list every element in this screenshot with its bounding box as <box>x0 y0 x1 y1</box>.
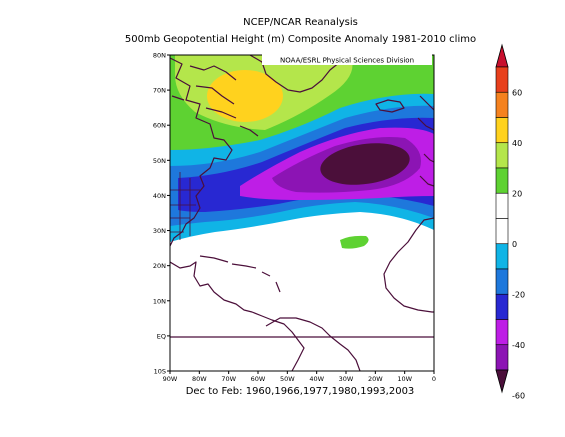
lat-tick-label: EQ <box>157 332 166 340</box>
colorbar-bottom-arrow <box>495 369 509 394</box>
attribution-box <box>262 54 432 65</box>
colorbar-label: -20 <box>512 290 525 299</box>
colorbar-label: -60 <box>512 391 525 400</box>
colorbar-band <box>495 243 509 270</box>
lon-tick-label: 20W <box>368 375 383 383</box>
lat-tick-label: 10S <box>154 368 166 376</box>
lon-tick-label: 30W <box>339 375 354 383</box>
colorbar-band <box>495 218 509 245</box>
lon-tick-label: 50W <box>280 375 295 383</box>
lat-tick-label: 20N <box>153 262 166 270</box>
coastlines <box>170 55 434 371</box>
greenland-coast <box>249 55 353 93</box>
lon-tick-label: 10W <box>397 375 412 383</box>
lon-tick-label: 40W <box>309 375 324 383</box>
colorbar-band <box>495 142 509 169</box>
africa-coast <box>383 217 434 313</box>
lat-tick-label: 80N <box>153 52 166 60</box>
lon-tick-label: 60W <box>251 375 266 383</box>
canadian-arctic-islands <box>171 65 259 137</box>
latitude-axis: 80N 70N 60N 50N 40N 30N 20N 10N EQ 10S <box>153 52 170 376</box>
north-america-coast <box>170 57 233 247</box>
us-state-borders <box>170 172 200 240</box>
lon-tick-label: 80W <box>192 375 207 383</box>
colorbar-band <box>495 91 509 118</box>
lat-tick-label: 60N <box>153 122 166 130</box>
colorbar-label: 60 <box>512 88 522 97</box>
attribution-text: NOAA/ESRL Physical Sciences Division <box>280 57 414 65</box>
colorbar: 60 40 20 0 -20 -40 -60 <box>495 43 525 400</box>
lat-tick-label: 10N <box>153 297 166 305</box>
colorbar-band <box>495 167 509 194</box>
gulf-coast <box>170 261 305 371</box>
time-period-caption: Dec to Feb: 1960,1966,1977,1980,1993,200… <box>185 386 415 397</box>
colorbar-label: 40 <box>512 139 522 148</box>
figure-title: NCEP/NCAR Reanalysis <box>243 17 358 28</box>
caribbean-islands <box>199 255 281 293</box>
colorbar-band <box>495 192 509 219</box>
south-america-coast <box>265 317 361 371</box>
lat-tick-label: 70N <box>153 87 166 95</box>
longitude-axis: 90W 80W 70W 60W 50W 40W 30W 20W 10W 0 <box>163 371 436 383</box>
colorbar-label: -40 <box>512 341 525 350</box>
colorbar-band <box>495 344 509 371</box>
figure-subtitle: 500mb Geopotential Height (m) Composite … <box>124 34 477 45</box>
colorbar-band <box>495 293 509 320</box>
lon-tick-label: 90W <box>163 375 178 383</box>
lat-tick-label: 30N <box>153 227 166 235</box>
colorbar-label: 20 <box>512 189 522 198</box>
positive-anomaly-tropical <box>340 235 369 249</box>
lat-tick-label: 40N <box>153 192 166 200</box>
colorbar-band <box>495 268 509 295</box>
colorbar-band <box>495 66 509 93</box>
colorbar-label: 0 <box>512 240 517 249</box>
negative-anomaly-atlantic <box>170 93 434 243</box>
colorbar-top-arrow <box>495 43 509 68</box>
colorbar-band <box>495 117 509 144</box>
colorbar-band <box>495 319 509 346</box>
iceland-coast <box>375 99 405 113</box>
europe-coast <box>417 95 434 187</box>
lon-tick-label: 0 <box>432 375 436 383</box>
lon-tick-label: 70W <box>221 375 236 383</box>
lat-tick-label: 50N <box>153 157 166 165</box>
